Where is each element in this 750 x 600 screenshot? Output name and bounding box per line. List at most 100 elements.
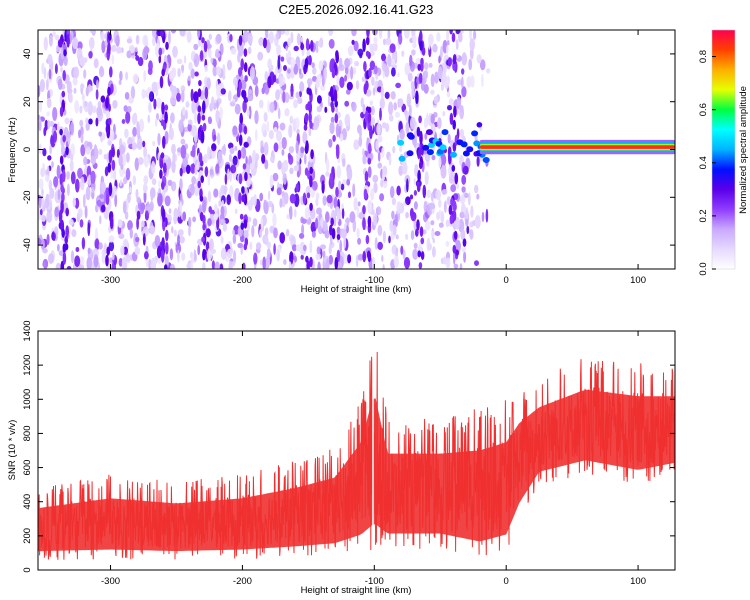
spectrogram-cell bbox=[424, 171, 429, 185]
spectrogram-cell bbox=[234, 103, 241, 115]
spectrogram-cell bbox=[220, 88, 226, 95]
spectrogram-cell bbox=[369, 43, 374, 52]
spectrogram-cell bbox=[94, 227, 98, 242]
spectrogram-cell bbox=[136, 196, 141, 204]
spectrogram-cell bbox=[276, 187, 282, 196]
spectrogram-streak bbox=[238, 192, 242, 205]
spectrogram-cell bbox=[205, 228, 211, 238]
spectrogram-cell bbox=[304, 153, 307, 165]
spectrogram-cell bbox=[191, 176, 197, 185]
spectrogram-cell bbox=[462, 165, 469, 175]
spectrogram-cell bbox=[426, 189, 431, 199]
spectrogram-cell bbox=[360, 97, 364, 108]
spectrogram-cell bbox=[326, 194, 333, 204]
spectrogram-cell bbox=[267, 58, 272, 70]
spectrogram-cell bbox=[180, 85, 186, 93]
spectrogram-cell bbox=[222, 222, 227, 232]
spectrogram-cell bbox=[228, 260, 233, 269]
spectrogram-streak bbox=[105, 124, 110, 134]
spectrogram-cell bbox=[312, 67, 317, 75]
spectrogram-cell bbox=[93, 254, 99, 268]
spectrogram-cell bbox=[267, 76, 272, 89]
spectrogram-streak bbox=[309, 202, 313, 211]
spectrogram-cell bbox=[276, 31, 279, 41]
spectrogram-cell bbox=[405, 233, 409, 240]
spectrogram-cell bbox=[410, 211, 417, 222]
spectrogram-streak bbox=[201, 37, 205, 44]
spectrogram-cell bbox=[89, 85, 93, 92]
spectrogram-streak bbox=[239, 213, 244, 220]
spectrogram-cell bbox=[258, 99, 264, 109]
spectrogram-cell bbox=[404, 257, 410, 269]
spectrogram-cell bbox=[398, 98, 404, 108]
spectrogram-cell bbox=[132, 73, 139, 84]
spectrogram-cell bbox=[339, 133, 344, 142]
spectrogram-cell bbox=[393, 255, 399, 268]
spectrogram-cell bbox=[177, 233, 181, 247]
spectrogram-cell bbox=[116, 46, 122, 54]
spectrogram-streak bbox=[454, 172, 459, 185]
spectrogram-cell bbox=[481, 73, 484, 88]
spectrogram-cell bbox=[383, 38, 386, 46]
spectrogram-cell bbox=[382, 122, 387, 129]
spectrogram-cell bbox=[213, 134, 217, 141]
spectrogram-streak bbox=[449, 30, 453, 35]
spectrogram-cell bbox=[158, 54, 161, 64]
spectrogram-streak bbox=[165, 41, 169, 50]
spectrogram-cell bbox=[249, 162, 254, 170]
spectrogram-streak bbox=[164, 264, 168, 269]
spectrogram-cell bbox=[213, 58, 217, 68]
spectrogram-cell bbox=[197, 238, 203, 246]
spectrogram-cell bbox=[103, 242, 107, 254]
spectrogram-cell bbox=[459, 106, 464, 120]
spectrogram-cell bbox=[154, 235, 161, 247]
spectrogram-cell bbox=[314, 217, 319, 230]
spectrogram-cell bbox=[99, 215, 102, 225]
spectrogram-cell bbox=[461, 86, 467, 98]
spectrogram-cell bbox=[438, 198, 442, 208]
spectrogram-cell bbox=[192, 216, 197, 223]
spectrogram-cell bbox=[143, 190, 147, 203]
spectrogram-cell bbox=[121, 153, 127, 166]
spectrogram-cell bbox=[288, 124, 293, 138]
spectrogram-cell bbox=[346, 178, 351, 186]
spectrogram-cell bbox=[232, 229, 235, 235]
spectrogram-cell bbox=[338, 180, 342, 190]
spectrogram-streak bbox=[106, 246, 110, 256]
spectrogram-cell bbox=[379, 193, 384, 202]
spectrogram-streak bbox=[109, 216, 114, 230]
spectrogram-cell bbox=[219, 263, 224, 269]
spectrogram-streak bbox=[198, 80, 202, 87]
spectrogram-cell bbox=[456, 183, 460, 190]
spectrogram-cell bbox=[142, 140, 146, 148]
spectrogram-cell bbox=[88, 51, 93, 59]
spectrogram-cell bbox=[46, 210, 53, 223]
spectrogram-cell bbox=[441, 189, 448, 195]
spectrogram-cell bbox=[38, 237, 42, 246]
spectrogram-cell bbox=[85, 186, 91, 201]
snr-series-band bbox=[38, 389, 675, 552]
spectrogram-cell bbox=[301, 224, 304, 236]
spectrogram-cell bbox=[122, 200, 127, 214]
spectrogram-streak bbox=[415, 90, 419, 105]
spectrogram-cell bbox=[85, 117, 89, 125]
spectrogram-cell bbox=[321, 180, 325, 194]
spectrogram-cell bbox=[121, 256, 128, 269]
spectrogram-cell bbox=[454, 216, 460, 230]
spectrogram-streak bbox=[418, 115, 422, 124]
spectrogram-cell bbox=[130, 85, 136, 100]
spectrogram-cell bbox=[90, 170, 96, 184]
spectrogram-cell bbox=[194, 164, 198, 176]
spectrogram-streak bbox=[111, 262, 116, 269]
spectrogram-cell bbox=[221, 199, 224, 207]
spectrogram-cell bbox=[134, 157, 139, 171]
spectrogram-cell bbox=[262, 256, 266, 269]
spectrogram-cell bbox=[453, 263, 459, 269]
spectrogram-cell bbox=[169, 248, 174, 261]
spectrogram-cell bbox=[406, 93, 411, 108]
spectrogram-cell bbox=[177, 229, 184, 237]
spectrogram-cell bbox=[343, 235, 347, 249]
spectrogram-cell bbox=[267, 100, 270, 113]
spectrogram-cell bbox=[49, 144, 52, 155]
spectrogram-cell bbox=[125, 167, 131, 181]
